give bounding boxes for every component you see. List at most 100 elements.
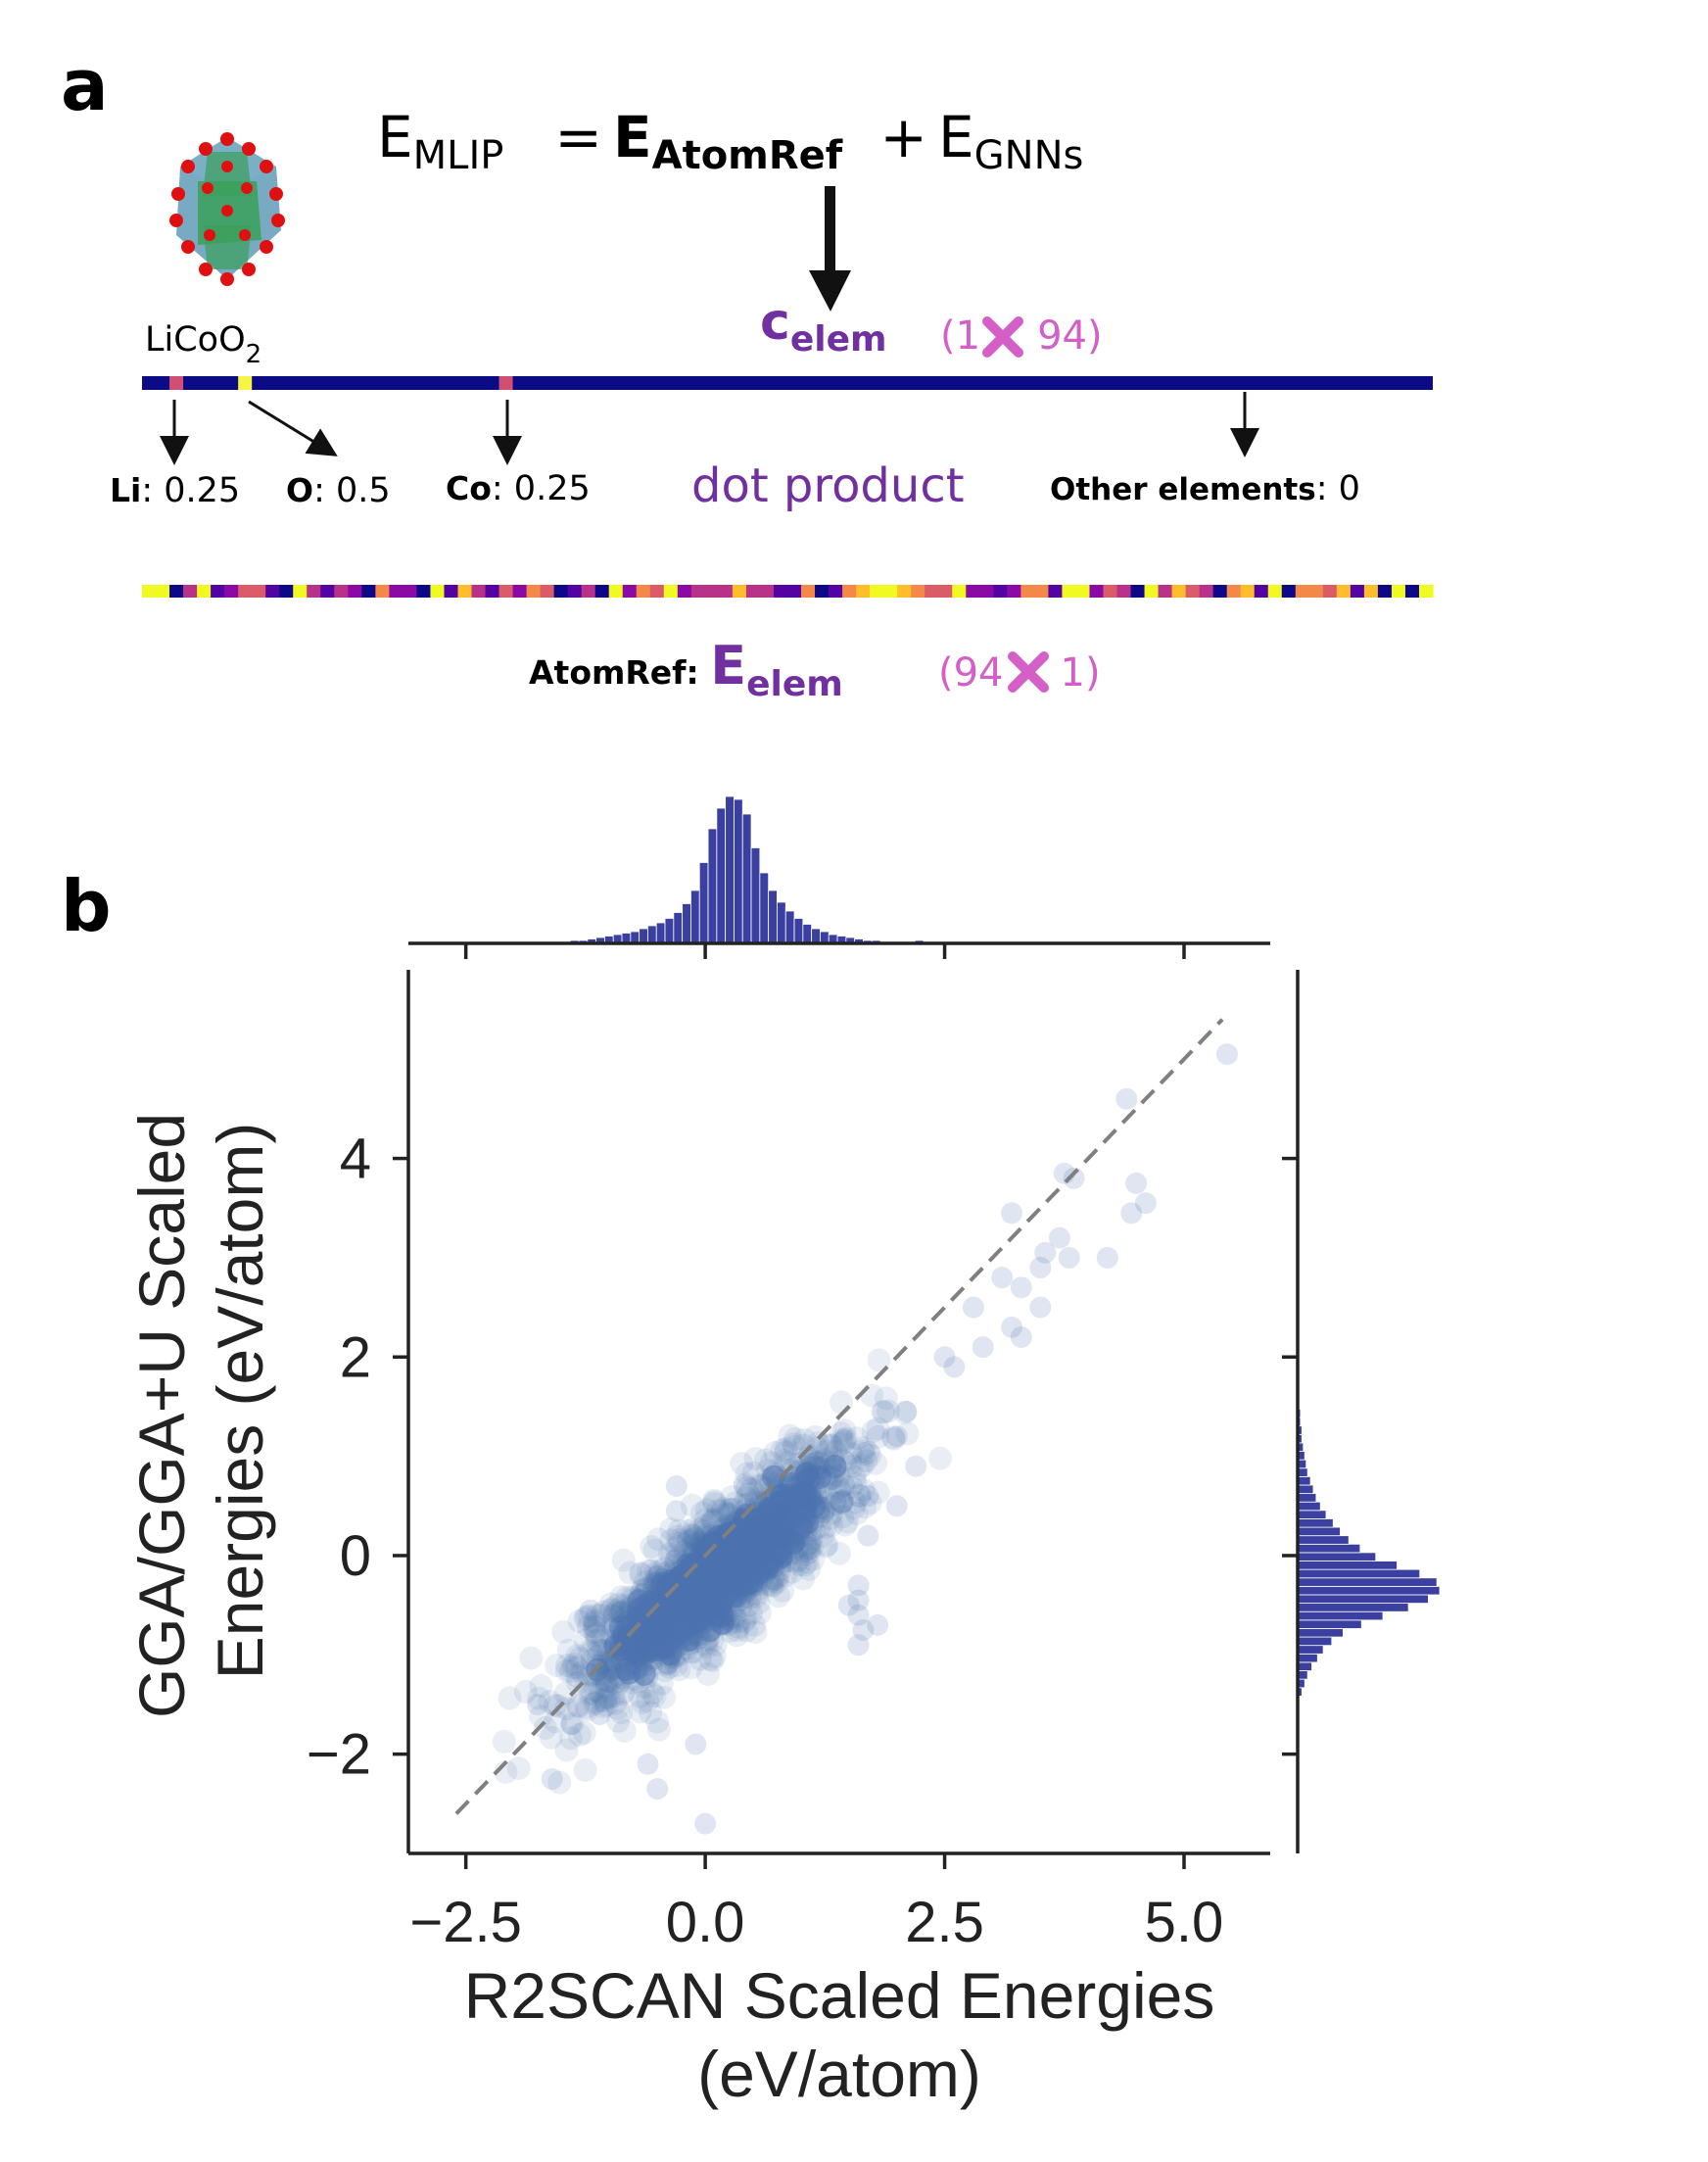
scatter-point <box>818 1507 842 1531</box>
composition-cell-li <box>169 376 184 390</box>
scatter-point <box>857 1485 879 1508</box>
scatter-point <box>829 1421 853 1446</box>
scatter-point <box>1029 1296 1052 1319</box>
right-hist-bar <box>1297 1653 1318 1663</box>
scatter-point <box>828 1479 852 1504</box>
scatter-point <box>782 1431 806 1456</box>
eq-e-gnns: EGNNs <box>938 104 1083 178</box>
eq-mlip-sub: MLIP <box>413 133 504 178</box>
scatter-point <box>803 1424 828 1449</box>
scatter-point <box>847 1483 872 1508</box>
scatter-point <box>578 1639 602 1663</box>
scatter-point <box>885 1495 908 1517</box>
top-hist-bar <box>655 922 666 944</box>
scatter-point <box>702 1490 727 1514</box>
scatter-point <box>972 1336 994 1359</box>
scatter-point <box>637 1753 659 1775</box>
scatter-point <box>558 1659 583 1684</box>
scatter-point <box>685 1600 709 1624</box>
scatter-point <box>519 1646 544 1670</box>
right-hist-bar <box>1297 1510 1327 1519</box>
atomref-cell <box>1391 585 1406 598</box>
atomref-cell <box>1336 585 1352 598</box>
scatter-point <box>572 1720 596 1745</box>
co-el: Co <box>446 469 492 507</box>
atomref-cell <box>211 585 225 598</box>
scatter-point <box>857 1524 879 1547</box>
scatter-point <box>866 1417 890 1441</box>
scatter-point <box>578 1682 602 1706</box>
scatter-point <box>585 1621 609 1646</box>
top-hist-bar <box>716 807 727 944</box>
scatter-point <box>683 1523 707 1548</box>
atomref-cell <box>1308 585 1324 598</box>
scatter-point <box>583 1678 607 1703</box>
atomref-cell <box>801 585 816 598</box>
scatter-point <box>831 1429 856 1454</box>
li-val: : 0.25 <box>141 471 240 510</box>
scatter-point <box>589 1704 611 1726</box>
scatter-point <box>633 1569 657 1594</box>
top-hist-bar <box>690 889 700 944</box>
c-elem-sub: elem <box>790 319 887 360</box>
atomref-cell <box>966 585 980 598</box>
atomref-cell <box>993 585 1008 598</box>
scatter-point <box>824 1479 848 1504</box>
atomref-cell <box>745 585 761 598</box>
atomref-e: E <box>710 635 746 697</box>
atomref-cell <box>608 585 624 598</box>
atomref-cell <box>1212 585 1228 598</box>
scatter-point <box>636 1689 660 1713</box>
scatter-point <box>833 1513 858 1537</box>
scatter-point <box>594 1685 619 1709</box>
scatter-point <box>774 1440 798 1465</box>
atomref-cell <box>567 585 583 598</box>
scatter-point <box>962 1296 984 1319</box>
scatter-point <box>566 1693 591 1717</box>
atomref-cell <box>911 585 925 598</box>
scatter-point <box>556 1638 581 1662</box>
scatter-point <box>645 1709 670 1734</box>
scatter-point <box>830 1427 854 1452</box>
scatter-point <box>866 1425 890 1450</box>
other-value: Other elements: 0 <box>1050 469 1360 508</box>
licoo2-crystal-icon <box>169 132 285 286</box>
scatter-point <box>697 1618 722 1643</box>
scatter-point <box>1120 1202 1143 1225</box>
scatter-point <box>547 1770 572 1795</box>
scatter-point <box>1034 1241 1057 1264</box>
scatter-point <box>665 1475 688 1498</box>
scatter-point <box>554 1738 579 1762</box>
scatter-point <box>777 1450 801 1474</box>
scatter-point <box>560 1713 583 1736</box>
scatter-point <box>677 1530 701 1555</box>
scatter-point <box>617 1660 641 1685</box>
scatter-point <box>830 1490 854 1514</box>
scatter-point <box>541 1767 563 1790</box>
atomref-cell <box>1281 585 1297 598</box>
atomref-cell <box>389 585 404 598</box>
compound-label: LiCoO2 <box>145 320 261 369</box>
scatter-point <box>593 1686 617 1710</box>
atomref-cell <box>1185 585 1201 598</box>
scatter-point <box>792 1553 817 1577</box>
atomref-cell <box>526 585 542 598</box>
scatter-point <box>815 1433 839 1458</box>
scatter-point <box>533 1716 557 1741</box>
scatter-point <box>765 1569 789 1594</box>
composition-cell-o <box>238 376 253 390</box>
atomref-dims-close: 1) <box>1061 650 1101 696</box>
top-hist-bar <box>777 901 786 944</box>
right-hist-bar <box>1297 1484 1314 1495</box>
right-hist-bar <box>1297 1552 1377 1561</box>
right-hist-bar <box>1297 1475 1311 1486</box>
scatter-point <box>576 1614 600 1639</box>
scatter-point <box>593 1689 617 1713</box>
atomref-cell <box>1048 585 1064 598</box>
scatter-point <box>567 1609 592 1633</box>
scatter-point <box>693 1508 718 1532</box>
scatter-point <box>1115 1087 1138 1110</box>
scatter-point <box>832 1417 857 1442</box>
scatter-point <box>847 1634 870 1657</box>
scatter-point <box>700 1649 725 1673</box>
